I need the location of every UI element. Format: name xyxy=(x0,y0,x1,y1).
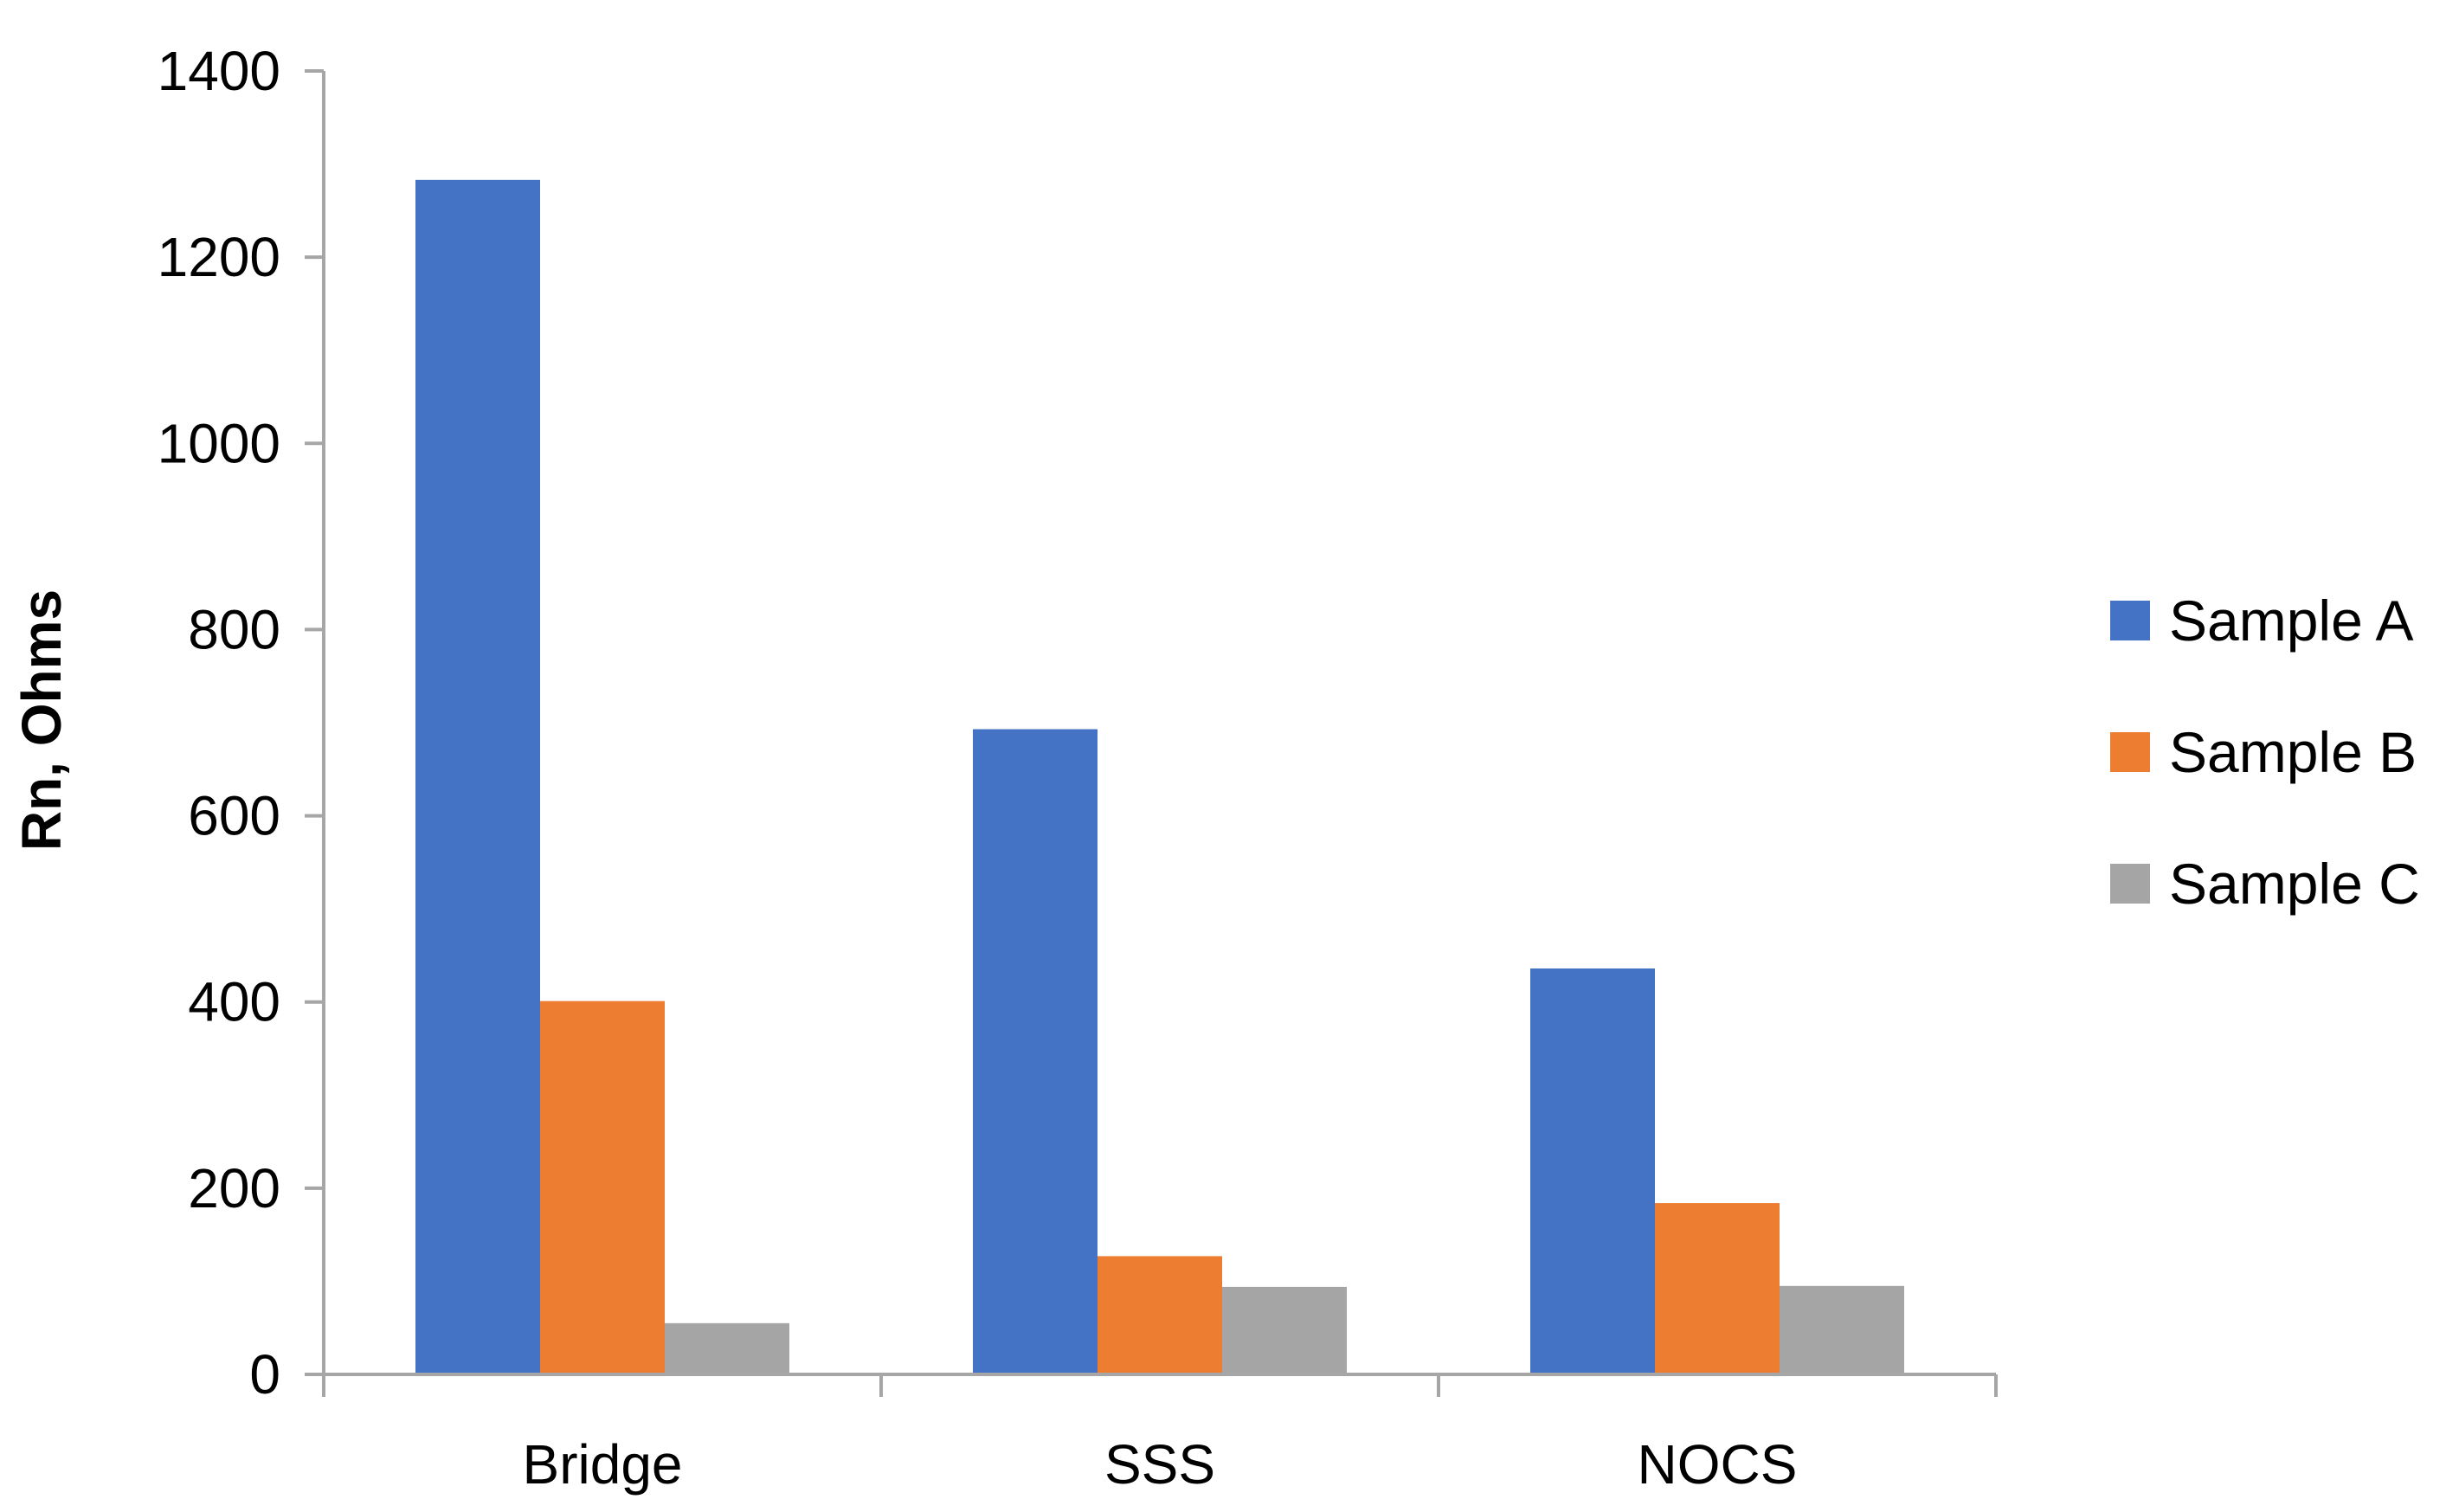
bar-sss-sample-a xyxy=(973,729,1098,1374)
y-tick-label: 800 xyxy=(188,598,280,660)
x-axis-ticks: Bridge SSS NOCS xyxy=(322,1374,1998,1496)
y-tick-label: 200 xyxy=(188,1157,280,1219)
legend-swatch-sample-a xyxy=(2110,601,2150,640)
bar-bridge-sample-a xyxy=(415,179,540,1375)
bar-nocs-sample-c xyxy=(1780,1285,1904,1374)
y-axis-title: Rn, Ohms xyxy=(10,589,73,851)
x-tick-label: SSS xyxy=(1104,1433,1215,1496)
y-tick-label: 1400 xyxy=(158,40,280,102)
legend-swatch-sample-c xyxy=(2110,864,2150,904)
y-axis-ticks: 0 200 400 600 800 1000 1200 1400 xyxy=(158,40,324,1406)
y-tick-label: 600 xyxy=(188,785,280,847)
bar-sss-sample-c xyxy=(1222,1286,1347,1374)
bar-nocs-sample-b xyxy=(1655,1203,1780,1374)
x-tick-label: NOCS xyxy=(1638,1433,1798,1496)
bar-nocs-sample-a xyxy=(1530,968,1655,1374)
legend: Sample A Sample B Sample C xyxy=(2110,589,2420,916)
bars xyxy=(415,179,1904,1375)
axes xyxy=(322,71,1996,1376)
bar-sss-sample-b xyxy=(1098,1256,1222,1374)
x-tick-label: Bridge xyxy=(523,1433,683,1496)
legend-label: Sample B xyxy=(2169,720,2417,784)
legend-label: Sample A xyxy=(2169,589,2414,653)
y-tick-label: 1000 xyxy=(158,412,280,474)
y-tick-label: 400 xyxy=(188,971,280,1033)
y-tick-label: 1200 xyxy=(158,226,280,288)
bar-bridge-sample-b xyxy=(540,1000,665,1374)
legend-swatch-sample-b xyxy=(2110,732,2150,772)
y-tick-label: 0 xyxy=(249,1343,280,1406)
legend-label: Sample C xyxy=(2169,852,2420,916)
bar-bridge-sample-c xyxy=(665,1322,789,1374)
